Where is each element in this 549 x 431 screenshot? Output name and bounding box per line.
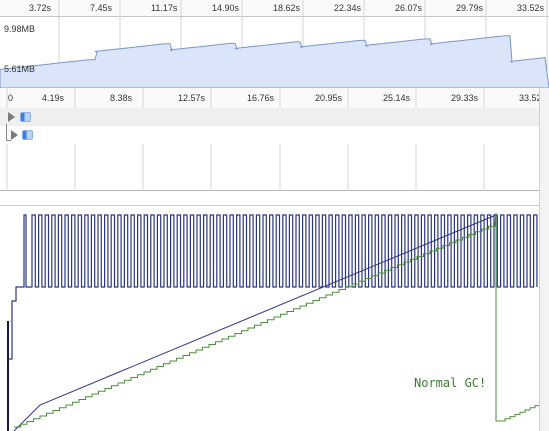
gc-annotation: Normal GC!: [414, 376, 487, 390]
vertical-scrollbar[interactable]: [539, 88, 549, 431]
graph-top-border: [0, 191, 549, 206]
record-bar[interactable]: [20, 112, 31, 122]
staircase-line: [14, 212, 541, 428]
overview-tick-label: 11.17s: [151, 3, 178, 13]
memory-min-label: 5.61MB: [4, 64, 36, 74]
timeline-tick-label: 16.76s: [247, 93, 275, 103]
memory-area-chart: [0, 0, 549, 88]
overview-tick-label: 29.79s: [456, 3, 484, 13]
timeline-tick-label: 29.33s: [451, 93, 479, 103]
timeline-tick-label: 4.19s: [42, 93, 65, 103]
memory-area: [0, 35, 549, 88]
overview-tick-label: 14.90s: [212, 3, 240, 13]
overview-tick-label: 7.45s: [90, 3, 113, 13]
timeline-tick-label: 20.95s: [315, 93, 343, 103]
triangle-right-icon[interactable]: [11, 130, 18, 140]
overview-tick-label: 33.52s: [517, 3, 545, 13]
timeline-tick-label: 33.52s: [519, 93, 547, 103]
overview-tick-label: 18.62s: [273, 3, 301, 13]
counter-graph: [7, 212, 541, 431]
timeline-record-row[interactable]: [0, 108, 540, 127]
timeline-tick-label: 12.57s: [178, 93, 206, 103]
overview-tick-label: 3.72s: [29, 3, 52, 13]
timeline-record-row[interactable]: [0, 124, 540, 144]
tree-bracket-icon: [6, 124, 11, 141]
overview-tick-label: 22.34s: [334, 3, 362, 13]
counter-graph-panel: Normal GC!: [0, 191, 549, 431]
timeline-tick-label: 0: [8, 93, 14, 103]
timeline-records-panel: 0 4.19s 8.38s 12.57s 16.76s 20.95s 25.14s 29.33…: [0, 88, 549, 191]
memory-overview-panel[interactable]: 3.72s 7.45s 11.17s 14.90s 18.62s 22.34s 26.07s…: [0, 0, 549, 88]
overview-tick-label: 26.07s: [395, 3, 423, 13]
overview-time-ruler: 3.72s 7.45s 11.17s 14.90s 18.62s 22.34s 26.07s…: [0, 0, 549, 17]
record-bar[interactable]: [22, 130, 33, 140]
square-wave-line: [7, 214, 538, 431]
memory-max-label: 9.98MB: [4, 24, 36, 34]
timeline-tick-label: 25.14s: [383, 93, 411, 103]
triangle-right-icon[interactable]: [8, 112, 15, 122]
timeline-tick-label: 8.38s: [110, 93, 133, 103]
diagonal-line: [13, 214, 497, 431]
